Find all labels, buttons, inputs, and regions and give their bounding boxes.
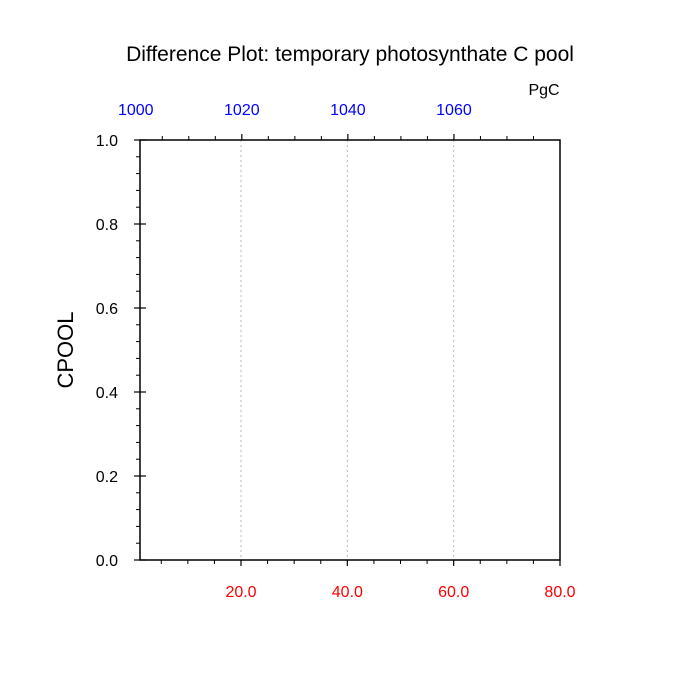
x-top-tick-label: 1000 [118,102,154,119]
y-tick-label: 0.6 [96,301,118,318]
y-tick-label: 0.2 [96,469,118,486]
y-tick-label: 0.8 [96,217,118,234]
x-bottom-tick-label: 20.0 [225,584,256,601]
x-top-tick-label: 1040 [330,102,366,119]
x-bottom-tick-label: 60.0 [438,584,469,601]
x-bottom-tick-label: 40.0 [332,584,363,601]
chart-title: Difference Plot: temporary photosynthate… [126,43,574,66]
y-tick-label: 1.0 [96,133,118,150]
x-bottom-tick-label: 80.0 [544,584,575,601]
x-top-tick-label: 1020 [224,102,260,119]
grid-lines [240,140,455,560]
y-axis-label: CPOOL [53,311,78,388]
tick-labels: 0.0 0.2 0.4 0.6 0.8 1.0 20.0 40.0 60.0 80.0 1000 10… [96,102,576,601]
x-top-tick-label: 1060 [436,102,472,119]
units-label: PgC [528,82,559,99]
plot-frame [139,139,561,561]
y-tick-label: 0.4 [96,385,118,402]
y-tick-label: 0.0 [96,553,118,570]
